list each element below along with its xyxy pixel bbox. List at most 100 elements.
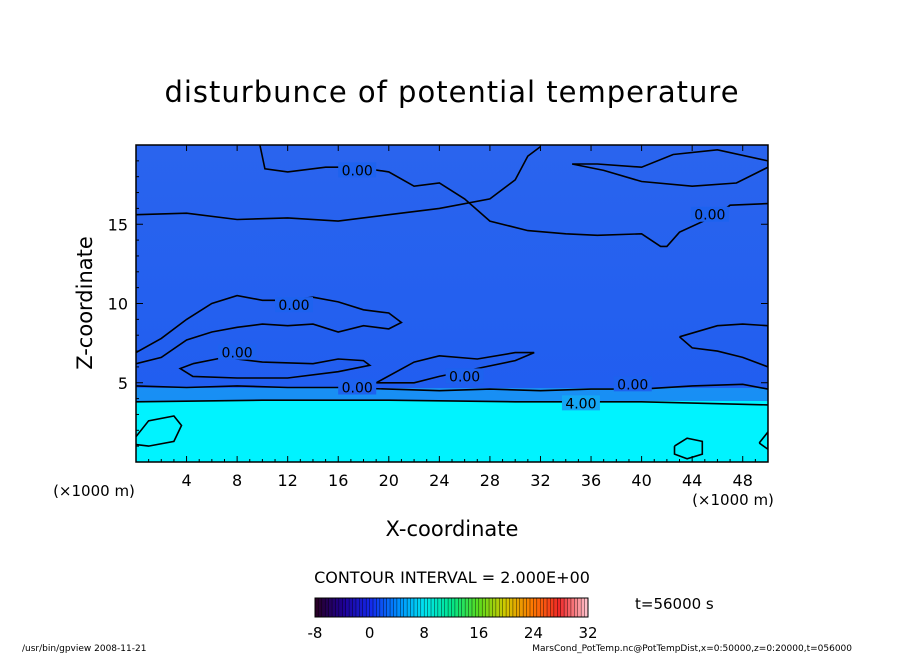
contour-line-3 (136, 294, 403, 365)
colorbar-swatch (427, 598, 432, 617)
x-tick-label: 24 (429, 471, 449, 490)
colorbar-swatch (434, 598, 439, 617)
contour-label-bg-2 (275, 297, 313, 313)
colorbar-ticks: -8 0 8 16 24 32 (308, 624, 598, 642)
contour-label-4: 0.00 (342, 381, 373, 397)
colorbar-tick-label: 24 (524, 624, 543, 642)
colorbar-swatch (373, 598, 377, 617)
x-tick-label: 40 (631, 471, 651, 490)
colorbar-swatch (413, 598, 418, 617)
contour-label-bg-1 (690, 206, 729, 222)
contour-line-2 (571, 148, 768, 188)
colorbar-swatch (383, 598, 388, 617)
contour-label-2: 0.00 (278, 298, 309, 314)
colorbar-swatch (400, 598, 405, 617)
contour-interval-text: CONTOUR INTERVAL = 2.000E+00 (314, 568, 590, 587)
x-axis: 4 8 12 16 20 24 28 32 36 40 44 48 (148, 145, 756, 490)
colorbar-swatch (403, 598, 408, 617)
y-tick-label: 5 (118, 374, 128, 393)
contour-label-bg-5 (445, 368, 484, 384)
colorbar-swatch (509, 598, 514, 617)
contour-line-8 (136, 399, 768, 406)
colorbar-tick-label: 0 (365, 624, 375, 642)
contour-line-9 (136, 415, 183, 447)
colorbar-swatch (386, 598, 391, 617)
colorbar-swatch (523, 598, 527, 617)
colorbar-swatch (390, 598, 394, 617)
colorbar-swatch (478, 598, 483, 617)
y-axis-label: Z-coordinate (73, 236, 97, 370)
colorbar-swatch (461, 598, 466, 617)
contour-label-bg-4 (338, 379, 377, 395)
colorbar-tick-label: 8 (419, 624, 429, 642)
plot-area: 0.00 0.00 0.00 0.00 0.00 0.00 0.00 4.00 (136, 145, 768, 462)
colorbar-swatch (369, 598, 374, 617)
colorbar-swatch (349, 598, 353, 617)
y-tick-label: 10 (108, 295, 128, 314)
colorbar-swatch (335, 598, 340, 617)
colorbar-swatch (489, 598, 493, 617)
colorbar-swatch (560, 598, 565, 617)
contour-label-1: 0.00 (694, 208, 725, 224)
colorbar-swatch (512, 598, 517, 617)
colorbar-swatch (526, 598, 531, 617)
colorbar-swatch (315, 598, 319, 617)
contour-line-6 (375, 351, 535, 384)
colorbar-swatch (376, 598, 381, 617)
colorbar-swatch (454, 598, 459, 617)
colorbar-swatch (407, 598, 411, 617)
colorbar-swatch (536, 598, 541, 617)
colorbar-swatch (393, 598, 398, 617)
colorbar-swatch (321, 598, 326, 617)
colorbar-swatch (553, 598, 558, 617)
colorbar-swatch (519, 598, 524, 617)
contour-label-bg-7 (561, 395, 600, 411)
colorbar-swatch (540, 598, 545, 617)
contour-line-1 (259, 145, 768, 248)
contour-label-0: 0.00 (342, 163, 373, 179)
colorbar-swatch (332, 598, 336, 617)
contour-label-bg-6 (613, 376, 652, 392)
colorbar-swatch (417, 598, 422, 617)
contour-line-5 (136, 383, 768, 392)
colorbar-swatch (359, 598, 364, 617)
colorbar-swatch (482, 598, 487, 617)
contour-line-4 (178, 356, 372, 379)
colorbar-swatch (557, 598, 562, 617)
colorbar-swatch (342, 598, 347, 617)
colorbar-swatch (355, 598, 360, 617)
x-tick-label: 20 (379, 471, 399, 490)
x-tick-label: 28 (480, 471, 500, 490)
colorbar-swatch (379, 598, 384, 617)
x-tick-label: 36 (581, 471, 601, 490)
transition-band (136, 388, 768, 401)
footer-right: MarsCond_PotTemp.nc@PotTempDist,x=0:5000… (532, 644, 852, 654)
colorbar-swatch (550, 598, 555, 617)
contour-label-5: 0.00 (449, 369, 480, 385)
footer-left: /usr/bin/gpview 2008-11-21 (22, 644, 146, 654)
field-region-lower (136, 401, 768, 462)
colorbar-swatch (468, 598, 473, 617)
contour-label-3: 0.00 (222, 346, 253, 362)
colorbar-swatch (547, 598, 551, 617)
colorbar-swatch (495, 598, 500, 617)
x-tick-label: 8 (232, 471, 242, 490)
colorbar-swatch (570, 598, 575, 617)
time-label: t=56000 s (635, 595, 714, 613)
x-unit-right: (×1000 m) (692, 491, 774, 509)
contour-line-11 (758, 430, 768, 451)
colorbar-swatch (420, 598, 425, 617)
contour-label-bg-0 (338, 162, 377, 178)
x-tick-label: 48 (733, 471, 753, 490)
colorbar-swatch (506, 598, 510, 617)
colorbar-swatch (444, 598, 449, 617)
colorbar-swatch (328, 598, 333, 617)
contour-labels: 0.00 0.00 0.00 0.00 0.00 0.00 0.00 4.00 (218, 162, 729, 412)
colorbar (314, 597, 589, 618)
colorbar-swatch (366, 598, 370, 617)
colorbar-swatch (499, 598, 504, 617)
colorbar-tick-label: 16 (469, 624, 488, 642)
colorbar-tick-label: -8 (308, 624, 323, 642)
x-tick-label: 4 (181, 471, 191, 490)
colorbar-swatch (533, 598, 538, 617)
